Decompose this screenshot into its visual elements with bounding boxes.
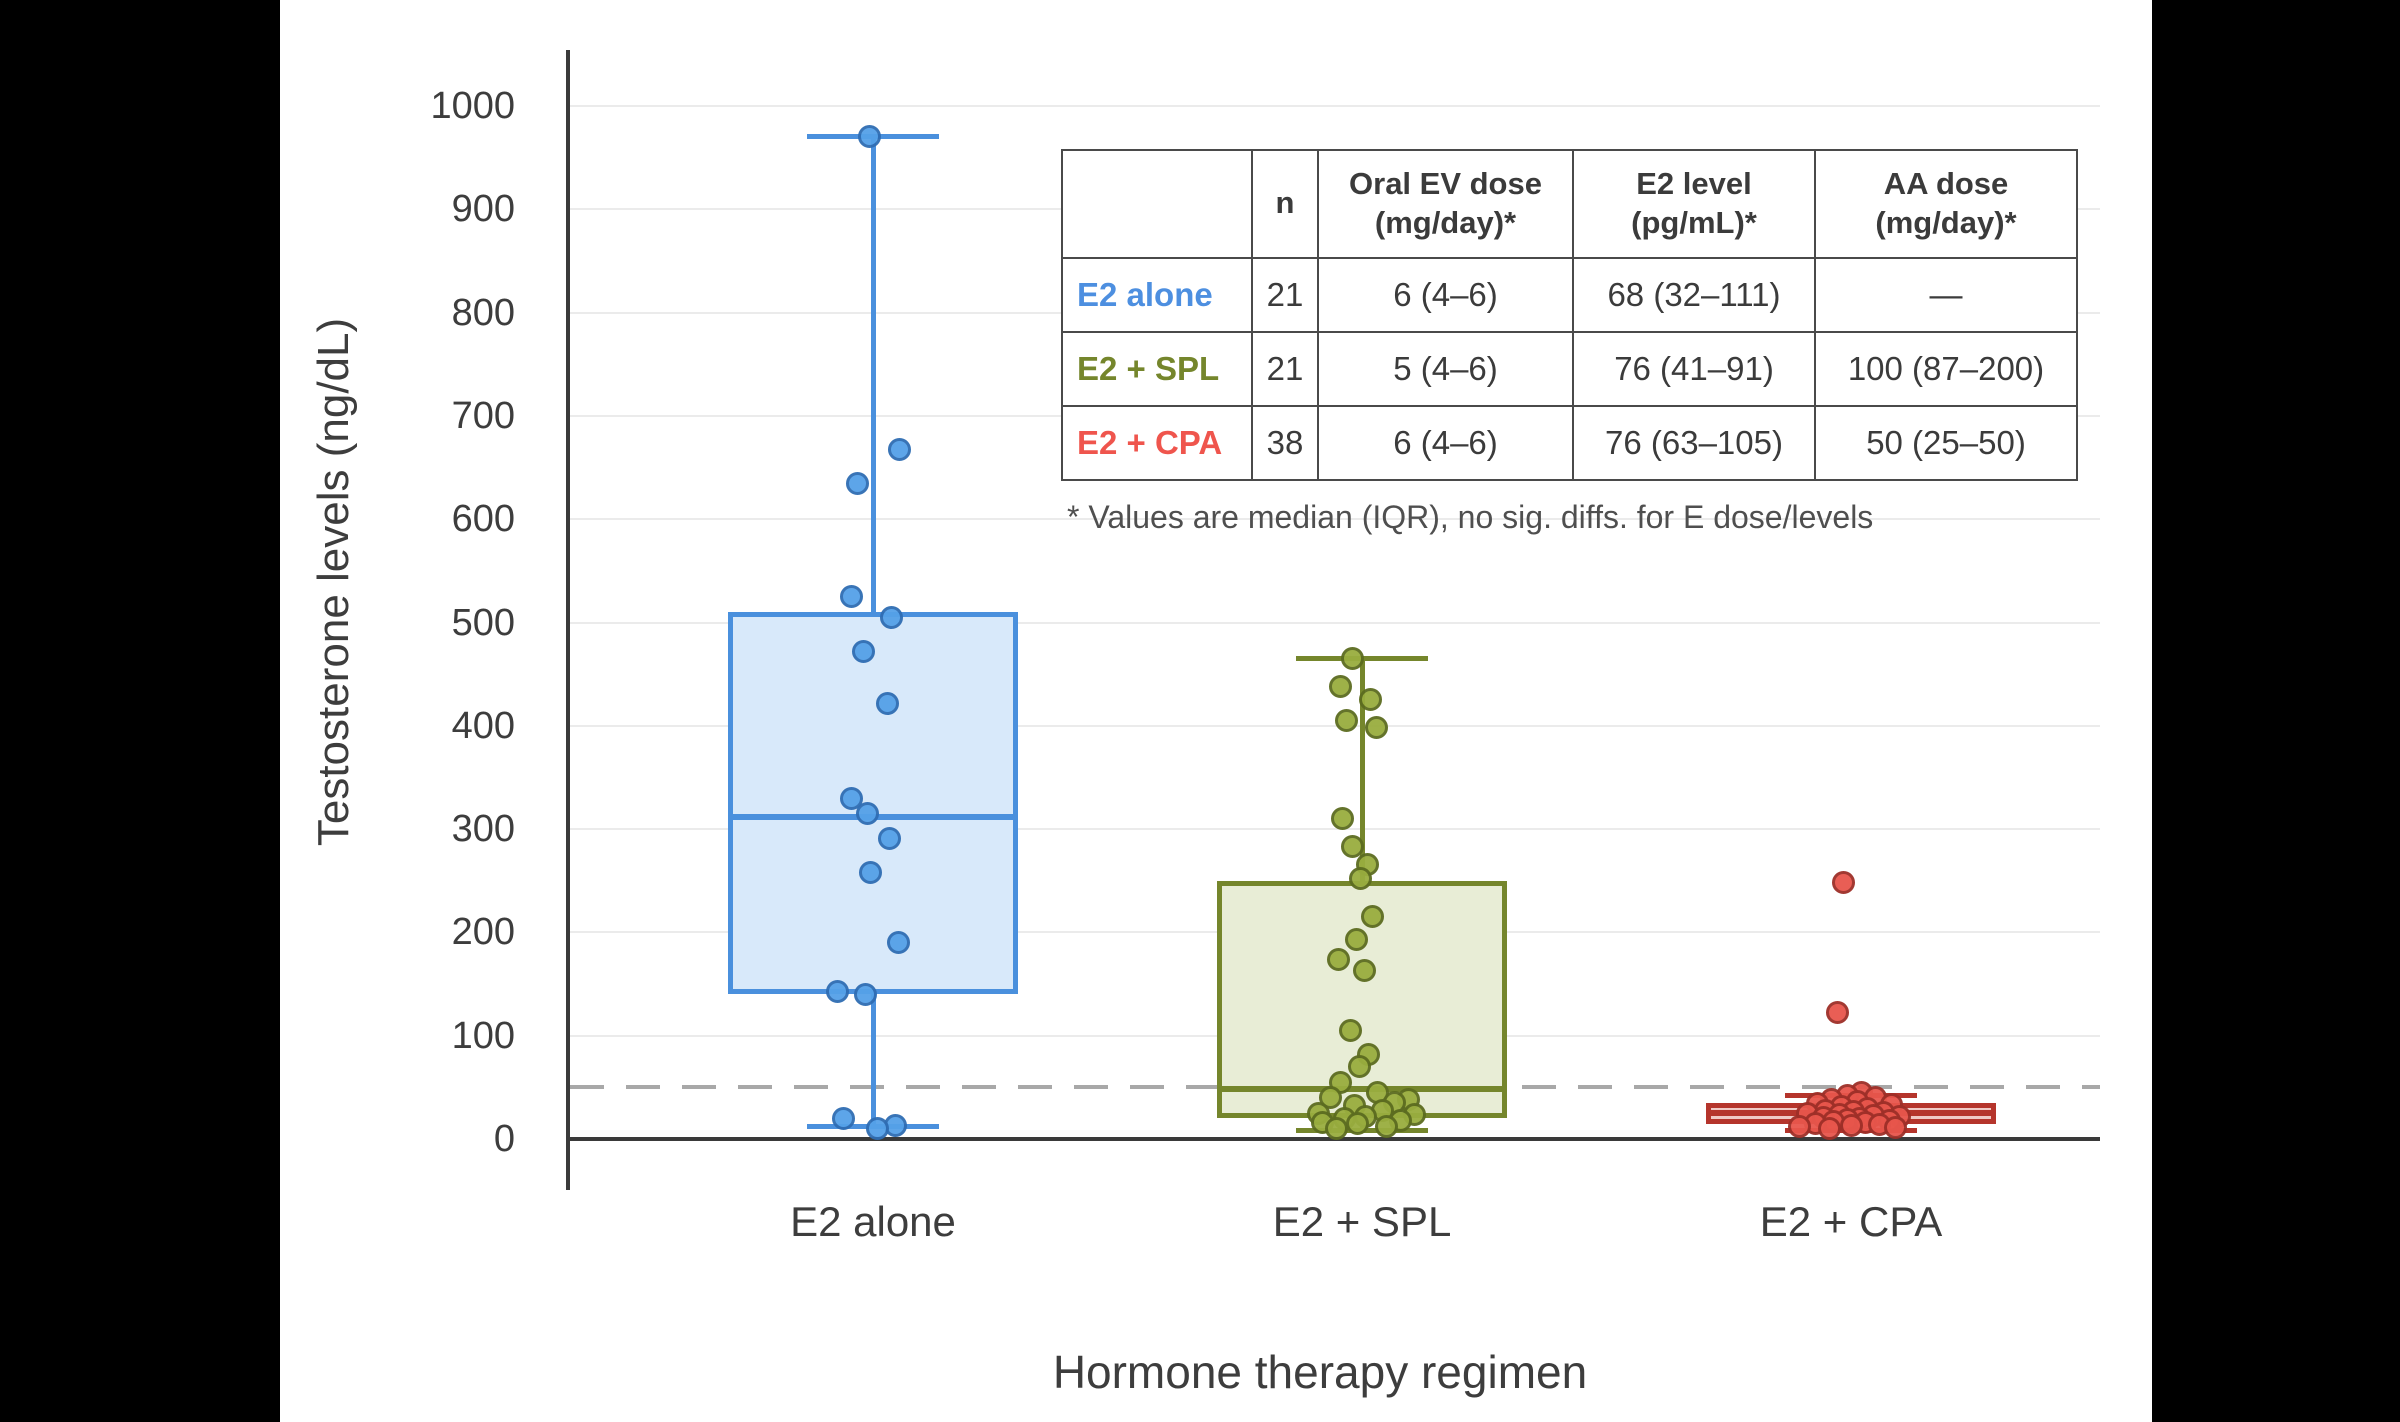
data-point [1340,835,1364,859]
whisker-upper-e2-spl [1359,658,1365,881]
table-row: E2 + CPA 38 6 (4–6) 76 (63–105) 50 (25–50) [1061,404,2078,481]
table-row: E2 alone 21 6 (4–6) 68 (32–111) — [1061,256,2078,333]
table-header-cell [1061,149,1253,259]
data-point [1330,807,1354,831]
data-point [1787,1115,1811,1139]
y-tick-label: 1000 [430,85,515,127]
data-point [1831,871,1855,895]
y-tick-label: 800 [451,291,515,334]
table-header-cell: n [1251,149,1319,259]
table-row-label: E2 + SPL [1061,330,1253,407]
whisker-lower-e2-alone [870,994,876,1127]
data-point [1345,1112,1369,1135]
data-point [858,860,882,884]
y-tick-label: 100 [451,1014,515,1057]
data-point [1825,1001,1849,1025]
y-tick-label: 700 [451,394,515,437]
data-point [877,826,901,850]
data-point [1340,647,1364,671]
x-axis-title: Hormone therapy regimen [1052,1346,1588,1398]
data-point [857,125,881,149]
data-point [853,982,877,1006]
y-tick-label: 500 [451,601,515,644]
whisker-upper-e2-alone [870,136,876,613]
data-point [875,691,899,715]
table-footnote: * Values are median (IQR), no sig. diffs… [1067,498,1874,535]
table-cell: 6 (4–6) [1317,256,1574,333]
plot-area: 0 100 200 300 400 500 600 700 800 900 1000 E2 alone… [280,0,2152,1422]
data-point [1352,959,1376,983]
data-point [1338,1019,1362,1043]
gridline [570,724,2100,727]
x-tick-label-e2-spl: E2 + SPL [1272,1198,1452,1245]
y-tick-label: 200 [451,911,515,954]
data-point [831,1106,855,1130]
table-cell: — [1814,256,2078,333]
letterbox-right [2152,0,2400,1422]
data-point [1360,905,1384,929]
data-point [1374,1115,1398,1139]
data-point [1839,1114,1863,1138]
table-cell: 68 (32–111) [1572,256,1816,333]
table-header-cell: AA dose (mg/day)* [1814,149,2078,259]
table-cell: 21 [1251,330,1319,407]
y-axis-line [566,50,570,1190]
gridline [570,621,2100,624]
data-point [1344,928,1368,952]
table-row-label: E2 alone [1061,256,1253,333]
table-header-cell: E2 level (pg/mL)* [1572,149,1816,259]
y-tick-label: 300 [451,808,515,851]
data-point [1334,709,1358,733]
table-cell: 38 [1251,404,1319,481]
letterbox-left [0,0,280,1422]
table-row: E2 + SPL 21 5 (4–6) 76 (41–91) 100 (87–200) [1061,330,2078,407]
data-point [1324,1117,1348,1141]
table-cell: 21 [1251,256,1319,333]
chart-panel: 0 100 200 300 400 500 600 700 800 900 1000 E2 alone… [280,0,2152,1422]
summary-table-grid: n Oral EV dose (mg/day)* E2 level (pg/mL)*… [1061,149,2078,481]
y-tick-label: 600 [451,498,515,541]
table-cell: 76 (41–91) [1572,330,1816,407]
data-point [851,639,875,663]
median-line-e2-spl [1217,1086,1507,1093]
table-cell: 5 (4–6) [1317,330,1574,407]
data-point [825,979,849,1003]
summary-table: n Oral EV dose (mg/day)* E2 level (pg/mL)*… [1061,149,2078,536]
data-point [855,802,879,826]
table-header-cell: Oral EV dose (mg/day)* [1317,149,1574,259]
x-tick-label-e2-alone: E2 alone [790,1198,956,1245]
y-axis-title: Testosterone levels (ng/dL) [309,317,358,847]
gridline [570,518,2100,521]
gridline [570,105,2100,107]
x-tick-label-e2-cpa: E2 + CPA [1759,1198,1943,1245]
data-point [865,1117,889,1141]
table-cell: 50 (25–50) [1814,404,2078,481]
data-point [1326,947,1350,971]
table-cell: 100 (87–200) [1814,330,2078,407]
data-point [879,605,903,629]
data-point [887,438,911,462]
data-point [1364,716,1388,740]
table-cell: 6 (4–6) [1317,404,1574,481]
data-point [886,931,910,955]
y-tick-label: 0 [493,1118,515,1160]
data-point [1348,867,1372,891]
data-point [1817,1117,1841,1141]
table-header-row: n Oral EV dose (mg/day)* E2 level (pg/mL)*… [1061,149,2078,259]
y-tick-label: 400 [451,704,515,747]
gridline [570,828,2100,831]
data-point [1347,1055,1371,1079]
data-point [1358,688,1382,712]
table-row-label: E2 + CPA [1061,404,1253,481]
data-point [1328,675,1352,699]
y-tick-label: 900 [451,188,515,231]
table-cell: 76 (63–105) [1572,404,1816,481]
data-point [1883,1116,1907,1140]
data-point [839,786,863,810]
data-point [845,471,869,495]
data-point [839,585,863,609]
